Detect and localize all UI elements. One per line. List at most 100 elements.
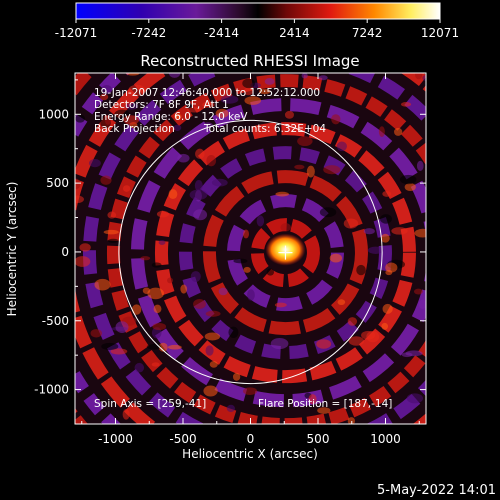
fringe-blob <box>140 256 151 261</box>
fringe-blob <box>232 372 241 381</box>
fringe-blob <box>204 332 221 341</box>
fringe-blob <box>318 75 328 81</box>
fringe-blob <box>151 262 162 268</box>
fringe-blob <box>317 407 331 414</box>
fringe-blob <box>173 403 187 409</box>
fringe-blob <box>128 84 146 97</box>
y-tick-label: 0 <box>61 245 69 259</box>
fringe-blob <box>193 209 208 221</box>
fringe-blob <box>337 299 346 306</box>
fringe-ring <box>83 73 426 424</box>
fringe-blob <box>101 85 113 95</box>
fringe-blob <box>156 210 170 218</box>
info-energy-range: Energy Range: 6.0 - 12.0 keV <box>94 111 248 123</box>
y-tick-label: -1000 <box>34 383 69 397</box>
info-total-counts: Total counts: 6.32E+04 <box>203 123 326 135</box>
fringe-blob <box>209 361 218 368</box>
fringe-blob <box>284 110 294 119</box>
fringe-blob <box>274 302 287 308</box>
fringe-blob <box>75 195 84 204</box>
fringe-blob <box>168 189 178 200</box>
fringe-blob <box>247 289 255 301</box>
x-axis-label: Heliocentric X (arcsec) <box>182 447 318 461</box>
fringe-blob <box>415 73 423 80</box>
fringe-blob <box>363 228 375 235</box>
fringe-blob <box>215 108 229 118</box>
y-axis-ticks: -1000 -500 0 500 1000 <box>34 79 426 425</box>
fringe-blob <box>202 101 215 108</box>
fringe-blob <box>242 78 256 89</box>
info-detectors: Detectors: 7F 8F 9F, Att 1 <box>94 99 229 111</box>
image-area <box>75 73 426 424</box>
fringe-blob <box>405 350 423 357</box>
x-tick-label: 0 <box>247 432 255 446</box>
x-axis-ticks: -1000 -500 0 500 1000 <box>81 73 420 446</box>
fringe-blob <box>323 165 341 175</box>
fringe-blob <box>206 154 217 167</box>
fringe-blob <box>400 102 412 107</box>
source-marker <box>278 245 293 260</box>
fringe-blob <box>266 268 275 276</box>
colorbar-label: 7242 <box>352 26 383 40</box>
fringe-blob <box>153 304 162 314</box>
fringe-blob <box>101 342 119 351</box>
fringe-blob <box>418 299 426 309</box>
fringe-ring <box>107 74 426 424</box>
fringe-rings <box>75 73 426 424</box>
fringe-blob <box>168 73 181 78</box>
fringe-blob <box>394 127 403 136</box>
fringe-blob <box>306 165 315 178</box>
fringe-blob <box>151 362 160 367</box>
fringe-blob <box>125 102 139 110</box>
fringe-blob <box>382 190 392 197</box>
colorbar-label: 2414 <box>279 26 310 40</box>
fringe-blob <box>177 153 190 163</box>
fringe-ring <box>178 146 392 360</box>
fringe-blob <box>331 114 341 125</box>
colorbar-label: -12071 <box>55 26 98 40</box>
fringe-blob <box>158 240 166 246</box>
fringe-blob <box>404 183 416 192</box>
fringe-blob <box>264 78 275 85</box>
fringe-blob <box>413 288 423 295</box>
fringe-blob <box>142 287 151 294</box>
fringe-blob <box>75 114 86 123</box>
fringe-blob <box>270 338 289 350</box>
fringe-blob <box>194 179 203 192</box>
y-tick-label: 500 <box>46 176 69 190</box>
fringe-blob <box>195 148 205 159</box>
fringe-blob <box>244 96 262 105</box>
fringe-blob <box>94 278 111 291</box>
fringe-blob <box>391 227 408 235</box>
fringe-blob <box>243 387 258 395</box>
fringe-blob <box>414 228 426 238</box>
fringe-blob <box>385 262 398 273</box>
fringe-blob <box>243 87 254 96</box>
fringe-blob <box>107 238 119 243</box>
fringe-blob <box>99 93 109 101</box>
fringe-blob <box>294 164 305 170</box>
info-method: Back Projection <box>94 123 175 135</box>
fringe-blob <box>126 73 140 76</box>
fringe-blob <box>361 330 376 340</box>
fringe-blob <box>329 253 343 263</box>
fringe-blob <box>233 258 248 264</box>
fringe-blob <box>301 73 308 79</box>
fringe-blob <box>205 345 214 356</box>
footer-date: 5-May-2022 14:01 <box>377 483 496 498</box>
fringe-blob <box>308 394 317 405</box>
fringe-blob <box>226 404 236 413</box>
fringe-blob <box>319 207 337 218</box>
fringe-blob <box>187 107 202 113</box>
fringe-blob <box>378 126 385 138</box>
fringe-blob <box>336 141 347 152</box>
fringe-blob <box>379 214 392 224</box>
fringe-blob <box>100 175 112 185</box>
fringe-blob <box>189 189 208 200</box>
fringe-blob <box>382 303 393 314</box>
colorbar-label: 12071 <box>421 26 459 40</box>
fringe-blob <box>90 329 103 338</box>
fringe-blob <box>406 393 424 404</box>
x-tick-label: 1000 <box>370 432 401 446</box>
